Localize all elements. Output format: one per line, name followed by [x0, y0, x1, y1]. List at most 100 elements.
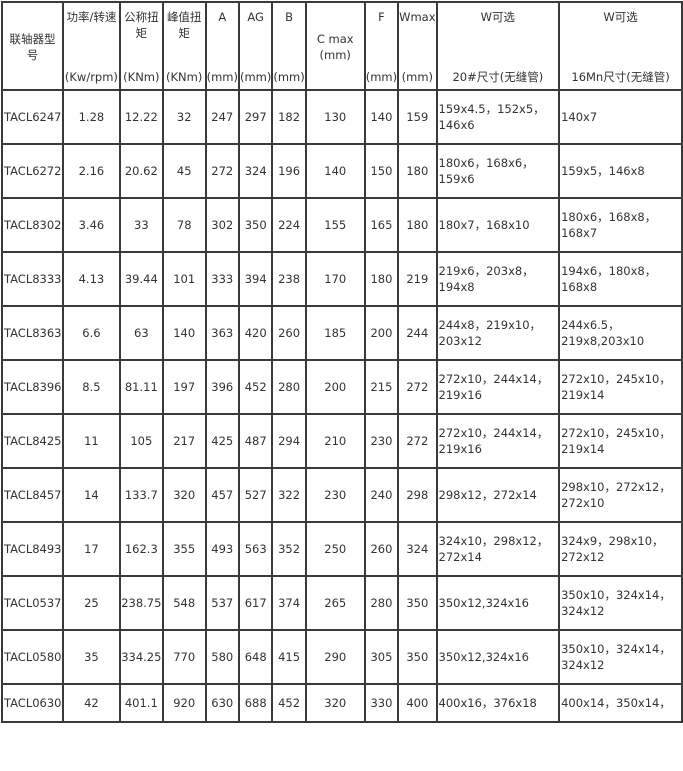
table-cell: 334.25	[118, 629, 164, 685]
table-cell: 240	[363, 467, 400, 523]
header-bottom-text: (KNm)	[123, 70, 160, 84]
table-cell: 6.6	[61, 305, 121, 361]
table-cell: 294	[271, 413, 307, 469]
column-header: AG (mm)	[237, 1, 274, 91]
table-cell: 487	[237, 413, 274, 469]
table-cell: 688	[237, 683, 274, 723]
table-row: TACL8333 4.13 39.44 101 333 394 238 170 180 219 21…	[1, 251, 683, 307]
table-row: TACL8396 8.5 81.11 197 396 452 280 200 215 272 272…	[1, 359, 683, 415]
table-cell: 140	[363, 89, 400, 145]
table-cell: 247	[204, 89, 240, 145]
model-cell: TACL8333	[1, 251, 64, 307]
table-cell: 374	[271, 575, 307, 631]
header-top-text: AG	[247, 10, 264, 24]
table-cell: 150	[363, 143, 400, 199]
table-cell: 394	[237, 251, 274, 307]
table-cell: 244x6.5， 219x8,203x10	[558, 305, 683, 361]
table-cell: 244x8，219x10， 203x12	[435, 305, 561, 361]
table-cell: 180	[397, 143, 438, 199]
table-cell: 180	[397, 197, 438, 253]
table-cell: 217	[161, 413, 207, 469]
table-cell: 548	[161, 575, 207, 631]
table-cell: 355	[161, 521, 207, 577]
table-cell: 617	[237, 575, 274, 631]
table-cell: 350x10，324x14， 324x12	[558, 629, 683, 685]
table-cell: 580	[204, 629, 240, 685]
header-bottom-text: (mm)	[365, 70, 398, 84]
table-body: TACL6247 1.28 12.22 32 247 297 182 130 140 159 159…	[1, 89, 683, 723]
table-cell: 324	[397, 521, 438, 577]
header-top-text: W可选	[480, 10, 515, 24]
model-cell: TACL6272	[1, 143, 64, 199]
table-cell: 2.16	[61, 143, 121, 199]
table-cell: 45	[161, 143, 207, 199]
column-header: B (mm)	[271, 1, 307, 91]
table-cell: 133.7	[118, 467, 164, 523]
table-cell: 302	[204, 197, 240, 253]
header-top-text: 功率/转速	[66, 10, 117, 24]
table-cell: 17	[61, 521, 121, 577]
model-cell: TACL0537	[1, 575, 64, 631]
table-cell: 20.62	[118, 143, 164, 199]
table-cell: 140x7	[558, 89, 683, 145]
table-cell: 272	[204, 143, 240, 199]
table-cell: 180x7，168x10	[435, 197, 561, 253]
header-top-text: A	[218, 10, 227, 24]
table-cell: 324	[237, 143, 274, 199]
table-cell: 401.1	[118, 683, 164, 723]
table-cell: 219	[397, 251, 438, 307]
model-cell: TACL8396	[1, 359, 64, 415]
table-cell: 352	[271, 521, 307, 577]
table-row: TACL8425 11 105 217 425 487 294 210 230 272 272x10…	[1, 413, 683, 469]
table-cell: 3.46	[61, 197, 121, 253]
table-cell: 101	[161, 251, 207, 307]
table-cell: 215	[363, 359, 400, 415]
table-cell: 210	[304, 413, 366, 469]
table-row: TACL0580 35 334.25 770 580 648 415 290 305 350 350…	[1, 629, 683, 685]
table-cell: 219x6，203x8， 194x8	[435, 251, 561, 307]
column-header: 公称扭 矩 (KNm)	[118, 1, 164, 91]
table-cell: 39.44	[118, 251, 164, 307]
table-cell: 272x10，244x14， 219x16	[435, 359, 561, 415]
table-cell: 324x10，298x12， 272x14	[435, 521, 561, 577]
model-cell: TACL8302	[1, 197, 64, 253]
table-cell: 105	[118, 413, 164, 469]
table-cell: 272x10，244x14， 219x16	[435, 413, 561, 469]
table-cell: 25	[61, 575, 121, 631]
table-cell: 196	[271, 143, 307, 199]
table-cell: 140	[304, 143, 366, 199]
table-cell: 333	[204, 251, 240, 307]
table-cell: 35	[61, 629, 121, 685]
table-cell: 14	[61, 467, 121, 523]
column-header: W可选 16Mn尺寸(无缝管)	[558, 1, 683, 91]
table-cell: 350x10，324x14， 324x12	[558, 575, 683, 631]
table-cell: 305	[363, 629, 400, 685]
header-top-text: 峰值扭 矩	[166, 10, 202, 40]
table-cell: 297	[237, 89, 274, 145]
table-row: TACL0537 25 238.75 548 537 617 374 265 280 350 350…	[1, 575, 683, 631]
header-bottom-text: 20#尺寸(无缝管)	[452, 70, 544, 84]
table-cell: 78	[161, 197, 207, 253]
table-cell: 4.13	[61, 251, 121, 307]
table-cell: 452	[271, 683, 307, 723]
model-cell: TACL0630	[1, 683, 64, 723]
table-cell: 194x6，180x8， 168x8	[558, 251, 683, 307]
model-cell: TACL8457	[1, 467, 64, 523]
table-cell: 493	[204, 521, 240, 577]
table-cell: 280	[271, 359, 307, 415]
header-top-text: C max (mm)	[316, 32, 354, 62]
header-top-text: W可选	[603, 10, 638, 24]
table-cell: 272	[397, 413, 438, 469]
table-cell: 648	[237, 629, 274, 685]
table-cell: 180x6，168x6， 159x6	[435, 143, 561, 199]
table-cell: 81.11	[118, 359, 164, 415]
table-cell: 350	[397, 575, 438, 631]
table-cell: 290	[304, 629, 366, 685]
table-cell: 322	[271, 467, 307, 523]
table-cell: 350x12,324x16	[435, 629, 561, 685]
table-cell: 140	[161, 305, 207, 361]
table-cell: 527	[237, 467, 274, 523]
table-cell: 182	[271, 89, 307, 145]
column-header: 峰值扭 矩 (KNm)	[161, 1, 207, 91]
table-cell: 130	[304, 89, 366, 145]
